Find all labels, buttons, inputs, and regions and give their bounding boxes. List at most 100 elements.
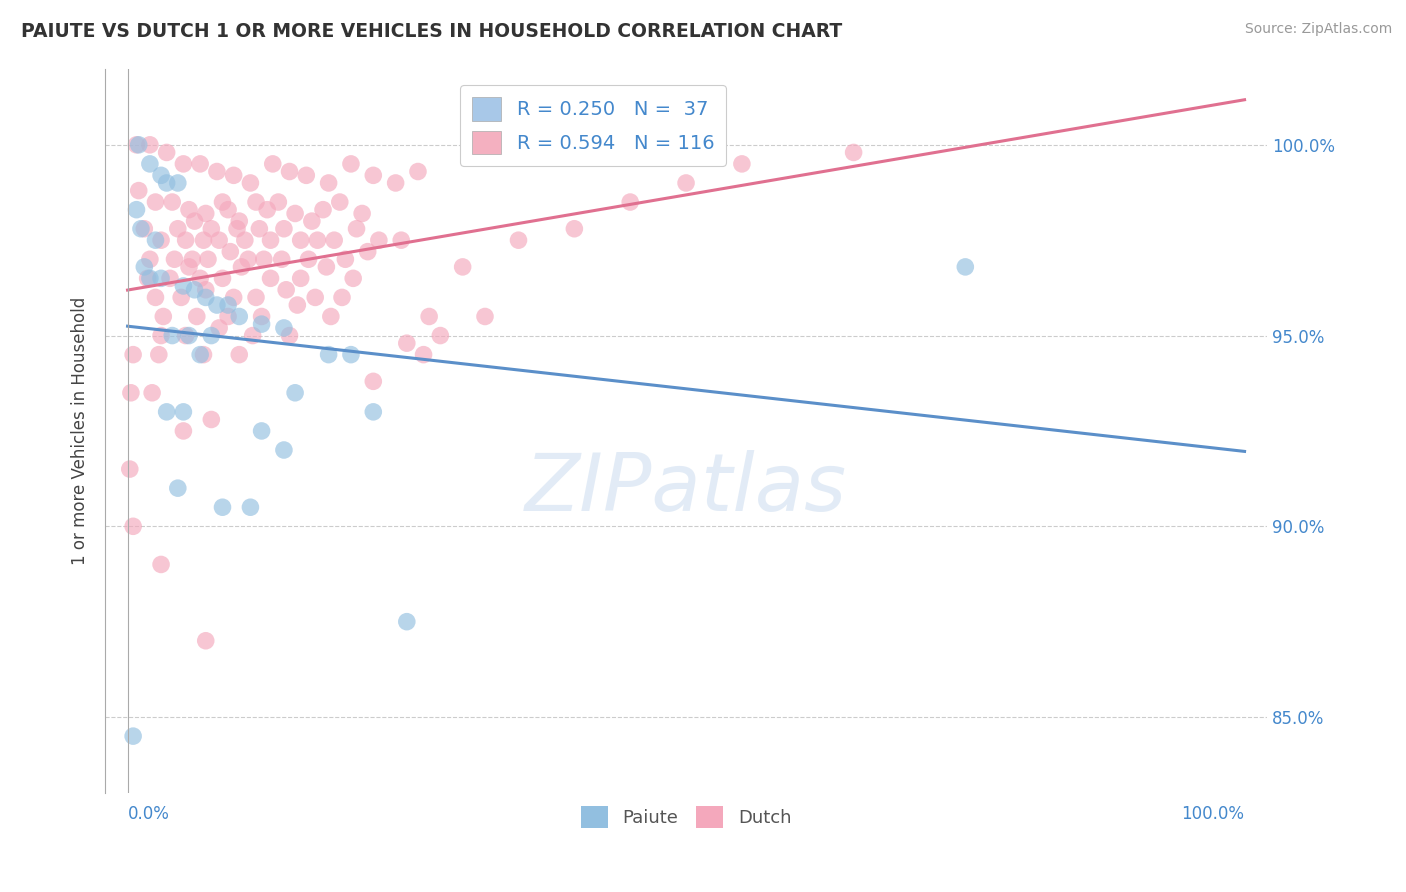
Point	[145, 233, 167, 247]
Point	[150, 328, 173, 343]
Point	[301, 214, 323, 228]
Point	[239, 500, 262, 515]
Point	[139, 157, 162, 171]
Point	[273, 321, 295, 335]
Point	[156, 145, 179, 160]
Point	[174, 233, 197, 247]
Point	[150, 271, 173, 285]
Point	[172, 157, 194, 171]
Legend: Paiute, Dutch: Paiute, Dutch	[574, 798, 799, 835]
Point	[170, 290, 193, 304]
Point	[367, 233, 389, 247]
Point	[183, 283, 205, 297]
Point	[156, 405, 179, 419]
Point	[148, 348, 170, 362]
Text: Source: ZipAtlas.com: Source: ZipAtlas.com	[1244, 22, 1392, 37]
Point	[177, 260, 200, 274]
Point	[363, 169, 385, 183]
Point	[357, 244, 380, 259]
Point	[342, 271, 364, 285]
Point	[406, 164, 429, 178]
Point	[139, 137, 162, 152]
Point	[304, 290, 326, 304]
Point	[335, 252, 357, 267]
Point	[384, 176, 406, 190]
Point	[429, 328, 451, 343]
Point	[842, 145, 865, 160]
Point	[134, 221, 156, 235]
Point	[205, 164, 228, 178]
Point	[259, 233, 281, 247]
Point	[226, 221, 249, 235]
Point	[250, 317, 273, 331]
Point	[346, 221, 368, 235]
Point	[194, 633, 217, 648]
Point	[352, 206, 374, 220]
Point	[172, 424, 194, 438]
Point	[166, 221, 188, 235]
Point	[389, 233, 412, 247]
Point	[160, 328, 183, 343]
Point	[250, 310, 273, 324]
Point	[139, 252, 162, 267]
Point	[194, 283, 217, 297]
Point	[160, 195, 183, 210]
Point	[312, 202, 335, 217]
Text: 100.0%: 100.0%	[1181, 805, 1244, 822]
Point	[136, 271, 159, 285]
Point	[188, 271, 211, 285]
Point	[285, 298, 308, 312]
Point	[238, 252, 260, 267]
Point	[211, 195, 233, 210]
Point	[330, 290, 353, 304]
Point	[156, 176, 179, 190]
Point	[134, 260, 156, 274]
Text: ZIPatlas: ZIPatlas	[524, 450, 848, 528]
Point	[177, 202, 200, 217]
Point	[159, 271, 181, 285]
Point	[955, 260, 977, 274]
Point	[307, 233, 329, 247]
Text: 0.0%: 0.0%	[128, 805, 170, 822]
Point	[181, 252, 204, 267]
Point	[619, 195, 641, 210]
Point	[152, 310, 174, 324]
Point	[186, 310, 208, 324]
Point	[290, 233, 312, 247]
Point	[278, 328, 301, 343]
Point	[208, 321, 231, 335]
Point	[256, 202, 278, 217]
Y-axis label: 1 or more Vehicles in Household: 1 or more Vehicles in Household	[72, 297, 89, 565]
Point	[267, 195, 290, 210]
Point	[278, 164, 301, 178]
Point	[197, 252, 219, 267]
Point	[129, 221, 152, 235]
Point	[318, 348, 340, 362]
Point	[290, 271, 312, 285]
Point	[172, 279, 194, 293]
Point	[395, 336, 418, 351]
Point	[228, 348, 250, 362]
Point	[363, 405, 385, 419]
Point	[228, 310, 250, 324]
Point	[315, 260, 337, 274]
Point	[239, 176, 262, 190]
Point	[273, 442, 295, 457]
Point	[262, 157, 284, 171]
Point	[194, 206, 217, 220]
Point	[340, 348, 363, 362]
Point	[245, 290, 267, 304]
Point	[172, 405, 194, 419]
Point	[193, 348, 215, 362]
Point	[125, 202, 148, 217]
Point	[508, 233, 530, 247]
Point	[188, 348, 211, 362]
Point	[150, 558, 173, 572]
Point	[188, 157, 211, 171]
Point	[217, 310, 239, 324]
Point	[145, 195, 167, 210]
Point	[150, 169, 173, 183]
Point	[233, 233, 256, 247]
Point	[211, 271, 233, 285]
Point	[200, 412, 222, 426]
